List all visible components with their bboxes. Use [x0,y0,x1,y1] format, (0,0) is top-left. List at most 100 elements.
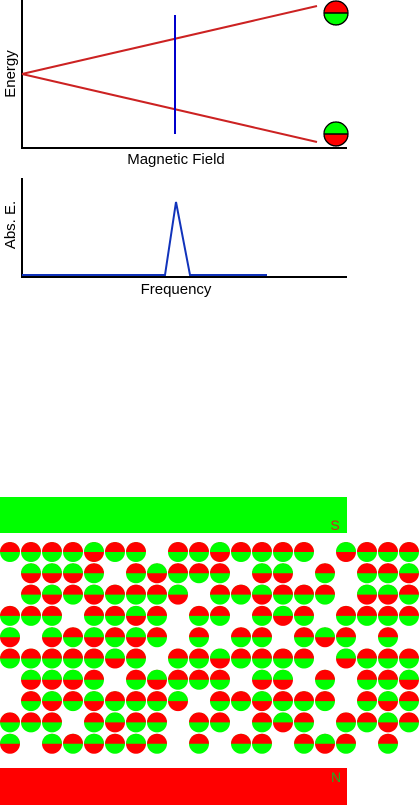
spin-circle [0,605,20,626]
spin-circle [126,584,146,605]
spin-circle [63,563,83,584]
spin-circle [210,648,230,669]
spin-circle [252,691,272,712]
spin-circle [399,691,419,712]
spin-circle [126,669,146,690]
spin-circle [147,691,167,712]
spin-circle [210,563,230,584]
spin-circle [273,648,293,669]
spin-circle [273,669,293,690]
spin-circle [105,733,125,754]
spin-circle [231,733,251,754]
spin-circle [105,712,125,733]
spin-circle [231,691,251,712]
spin-circle [126,605,146,626]
spin-circle [168,563,188,584]
spin-circle [63,669,83,690]
spin-circle [357,563,377,584]
spin-circle [252,712,272,733]
spin-circle [399,605,419,626]
spin-population [0,542,419,754]
spin-circle [231,584,251,605]
south-pole-bar [0,497,347,533]
upper-energy-level-line [21,5,318,75]
spin-circle [273,605,293,626]
spin-circle [336,627,356,648]
spin-circle [21,691,41,712]
spin-circle [315,669,335,690]
spin-circle [84,733,104,754]
spin-circle [294,605,314,626]
lower-level-spin-icon [323,121,349,147]
spin-circle [63,648,83,669]
spin-circle [378,712,398,733]
spin-circle [126,627,146,648]
frequency-axis-label: Frequency [141,281,212,298]
spin-circle [126,542,146,562]
spin-circle [105,691,125,712]
spin-circle [84,584,104,605]
spin-circle [189,605,209,626]
spin-circle [42,627,62,648]
south-pole-label: S [330,517,339,533]
north-pole-bar [0,768,347,805]
spin-circle [84,605,104,626]
spin-circle [315,627,335,648]
spin-circle [210,669,230,690]
spin-circle [399,669,419,690]
spin-circle [147,584,167,605]
spin-circle [399,648,419,669]
spin-circle [126,691,146,712]
spin-circle [231,542,251,562]
spin-circle [252,542,272,562]
spin-circle [357,648,377,669]
spin-circle [357,669,377,690]
spin-circle [105,542,125,562]
spin-circle [378,563,398,584]
spin-circle [0,733,20,754]
spin-circle [168,542,188,562]
spin-circle [42,605,62,626]
spin-circle [252,648,272,669]
spin-circle [105,648,125,669]
spin-circle [0,627,20,648]
spin-circle [315,691,335,712]
spin-circle [147,669,167,690]
spin-circle [273,563,293,584]
spin-circle [210,584,230,605]
spin-circle [42,563,62,584]
spin-circle [294,648,314,669]
spin-circle [126,733,146,754]
spin-circle [21,648,41,669]
spin-circle [84,542,104,562]
spin-circle [168,648,188,669]
spin-circle [147,733,167,754]
spin-circle [147,712,167,733]
spin-circle [168,669,188,690]
spin-circle [210,712,230,733]
spin-circle [84,563,104,584]
spin-circle [399,712,419,733]
spin-circle [105,605,125,626]
spin-circle [315,733,335,754]
spin-circle [273,712,293,733]
spin-circle [399,584,419,605]
spin-circle [294,691,314,712]
spin-circle [336,605,356,626]
spin-circle [357,605,377,626]
spin-circle [147,627,167,648]
spin-circle [315,563,335,584]
spin-circle [63,627,83,648]
spin-circle [273,542,293,562]
spin-circle [252,733,272,754]
spin-circle [294,733,314,754]
spin-circle [21,563,41,584]
spin-circle [378,542,398,562]
spin-circle [42,733,62,754]
spin-circle [336,542,356,562]
spin-circle [84,691,104,712]
magnetic-field-axis-label: Magnetic Field [127,151,225,168]
spin-circle [63,542,83,562]
spin-circle [231,648,251,669]
spin-circle [189,648,209,669]
